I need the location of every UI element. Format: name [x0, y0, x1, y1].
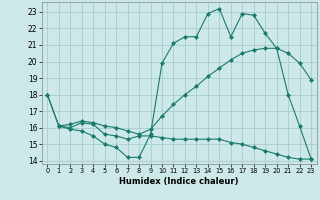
X-axis label: Humidex (Indice chaleur): Humidex (Indice chaleur)	[119, 177, 239, 186]
